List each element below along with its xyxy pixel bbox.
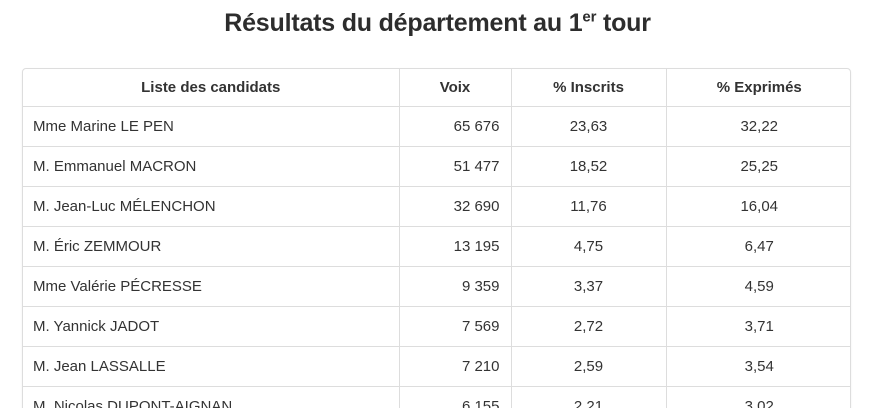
table-row: M. Jean LASSALLE 7 210 2,59 3,54	[23, 346, 850, 387]
table-row: M. Emmanuel MACRON 51 477 18,52 25,25	[23, 146, 850, 187]
page-title: Résultats du département au 1er tour	[0, 8, 875, 38]
table-row: Mme Valérie PÉCRESSE 9 359 3,37 4,59	[23, 266, 850, 307]
page-title-superscript: er	[582, 8, 597, 26]
candidate-name-cell: M. Éric ZEMMOUR	[23, 226, 399, 267]
page-title-suffix: tour	[596, 9, 651, 37]
column-header-voix: Voix	[398, 69, 511, 107]
table-row: M. Jean-Luc MÉLENCHON 32 690 11,76 16,04	[23, 186, 850, 227]
voix-cell: 7 210	[398, 346, 511, 387]
table-row: M. Éric ZEMMOUR 13 195 4,75 6,47	[23, 226, 850, 267]
table-header-row: Liste des candidats Voix % Inscrits % Ex…	[23, 69, 850, 107]
voix-cell: 6 155	[398, 386, 511, 408]
voix-cell: 7 569	[398, 306, 511, 347]
pct-inscrits-cell: 2,59	[510, 346, 666, 387]
candidate-name-cell: M. Jean-Luc MÉLENCHON	[23, 186, 399, 227]
candidate-name-cell: Mme Valérie PÉCRESSE	[23, 266, 399, 307]
table-row: M. Yannick JADOT 7 569 2,72 3,71	[23, 306, 850, 347]
column-header-pct-exprimes: % Exprimés	[665, 69, 850, 107]
pct-inscrits-cell: 23,63	[510, 106, 666, 147]
voix-cell: 13 195	[398, 226, 511, 267]
pct-inscrits-cell: 18,52	[510, 146, 666, 187]
pct-inscrits-cell: 2,72	[510, 306, 666, 347]
voix-cell: 9 359	[398, 266, 511, 307]
pct-inscrits-cell: 11,76	[510, 186, 666, 227]
pct-exprimes-cell: 6,47	[665, 226, 850, 267]
column-header-candidates: Liste des candidats	[23, 69, 399, 107]
candidate-name-cell: M. Yannick JADOT	[23, 306, 399, 347]
results-table-grid: Liste des candidats Voix % Inscrits % Ex…	[23, 69, 850, 408]
voix-cell: 32 690	[398, 186, 511, 227]
pct-exprimes-cell: 3,54	[665, 346, 850, 387]
pct-exprimes-cell: 3,02	[665, 386, 850, 408]
voix-cell: 65 676	[398, 106, 511, 147]
pct-inscrits-cell: 3,37	[510, 266, 666, 307]
pct-exprimes-cell: 4,59	[665, 266, 850, 307]
table-row: M. Nicolas DUPONT-AIGNAN 6 155 2,21 3,02	[23, 386, 850, 408]
results-table: Liste des candidats Voix % Inscrits % Ex…	[22, 68, 851, 408]
pct-inscrits-cell: 2,21	[510, 386, 666, 408]
candidate-name-cell: M. Nicolas DUPONT-AIGNAN	[23, 386, 399, 408]
candidate-name-cell: M. Emmanuel MACRON	[23, 146, 399, 187]
candidate-name-cell: Mme Marine LE PEN	[23, 106, 399, 147]
candidate-name-cell: M. Jean LASSALLE	[23, 346, 399, 387]
pct-exprimes-cell: 32,22	[665, 106, 850, 147]
pct-exprimes-cell: 3,71	[665, 306, 850, 347]
pct-exprimes-cell: 25,25	[665, 146, 850, 187]
table-row: Mme Marine LE PEN 65 676 23,63 32,22	[23, 106, 850, 147]
voix-cell: 51 477	[398, 146, 511, 187]
pct-inscrits-cell: 4,75	[510, 226, 666, 267]
column-header-pct-inscrits: % Inscrits	[510, 69, 666, 107]
page-title-prefix: Résultats du département au 1	[224, 9, 583, 37]
pct-exprimes-cell: 16,04	[665, 186, 850, 227]
